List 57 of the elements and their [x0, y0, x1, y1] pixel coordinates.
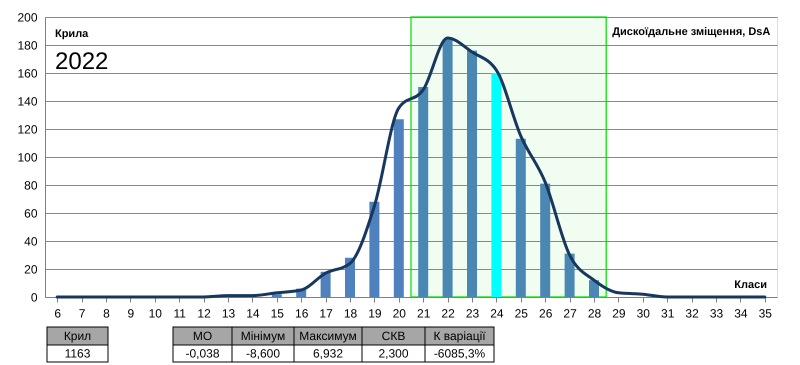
x-tick-label: 15: [270, 306, 284, 320]
x-tick-label: 10: [148, 306, 162, 320]
x-axis-title: Класи: [734, 279, 767, 291]
text: -8,600: [246, 346, 280, 360]
x-tick-label: 19: [368, 306, 382, 320]
text: К варіації: [433, 329, 486, 343]
text: СКВ: [382, 329, 406, 343]
x-tick-label: 35: [758, 306, 772, 320]
text: -6085,3%: [434, 346, 486, 360]
x-tick-label: 9: [128, 306, 135, 320]
x-tick-label: 25: [514, 306, 528, 320]
x-tick-label: 29: [612, 306, 626, 320]
x-tick-label: 23: [466, 306, 480, 320]
x-tick-label: 21: [417, 306, 431, 320]
y-tick-label: 140: [17, 94, 38, 108]
y-tick-label: 120: [17, 122, 38, 136]
x-tick-label: 16: [295, 306, 309, 320]
y-tick-label: 180: [17, 38, 38, 52]
x-tick-label: 31: [661, 306, 675, 320]
y-tick-label: 160: [17, 66, 38, 80]
x-tick-label: 12: [197, 306, 212, 320]
annotation: Крила: [55, 28, 90, 40]
x-tick-label: 28: [588, 306, 602, 320]
x-tick-label: 11: [173, 306, 186, 320]
text: 1163: [64, 346, 91, 360]
x-tick-label: 34: [734, 306, 748, 320]
text: -0,038: [185, 346, 220, 360]
x-tick-label: 20: [392, 306, 406, 320]
x-tick-label: 13: [222, 306, 236, 320]
y-tick-label: 60: [24, 206, 38, 220]
x-tick-label: 17: [319, 306, 334, 320]
y-tick-label: 200: [17, 10, 38, 24]
annotation: 2022: [55, 48, 108, 75]
text: МО: [192, 329, 212, 343]
text: Мінімум: [240, 329, 286, 343]
x-tick-label: 22: [441, 306, 456, 320]
x-tick-label: 14: [246, 306, 260, 320]
x-tick-label: 24: [490, 306, 504, 320]
x-tick-label: 6: [54, 306, 62, 320]
y-tick-label: 100: [17, 150, 38, 164]
x-tick-label: 26: [539, 306, 553, 320]
text: Максимум: [299, 329, 357, 343]
text: 6,932: [312, 346, 344, 360]
x-tick-label: 32: [685, 306, 700, 320]
band-label: Дискоїдальне зміщення, DsA: [612, 26, 770, 38]
x-tick-label: 30: [636, 306, 650, 320]
x-tick-label: 8: [103, 306, 110, 320]
x-tick-label: 33: [710, 306, 724, 320]
x-tick-label: 7: [78, 306, 86, 320]
y-tick-label: 0: [30, 290, 38, 304]
x-tick-label: 18: [344, 306, 358, 320]
text: 2,300: [378, 346, 409, 360]
y-tick-label: 80: [24, 178, 38, 192]
y-tick-label: 40: [24, 234, 38, 248]
x-tick-label: 27: [563, 306, 578, 320]
text: Крил: [64, 329, 92, 343]
y-tick-label: 20: [24, 262, 38, 276]
